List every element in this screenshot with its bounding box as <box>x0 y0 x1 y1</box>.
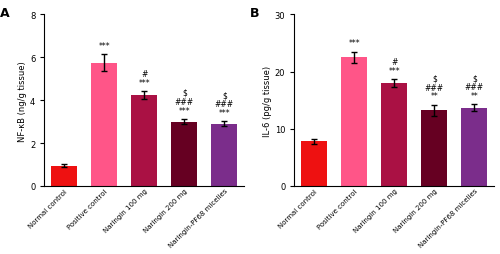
Text: ###: ### <box>215 100 234 108</box>
Text: #: # <box>391 58 398 67</box>
Text: **: ** <box>470 91 478 101</box>
Text: ***: *** <box>218 108 230 117</box>
Text: $: $ <box>472 74 477 83</box>
Text: ###: ### <box>465 83 484 92</box>
Bar <box>132 96 158 186</box>
Text: ###: ### <box>175 98 194 106</box>
Text: ***: *** <box>138 78 150 87</box>
Bar <box>462 108 487 186</box>
Text: $: $ <box>182 89 187 98</box>
Text: $: $ <box>432 74 437 83</box>
Text: ###: ### <box>425 83 444 92</box>
Text: B: B <box>250 7 260 20</box>
Y-axis label: IL-6 (pg/g tissue): IL-6 (pg/g tissue) <box>263 65 272 136</box>
Bar <box>172 122 198 186</box>
Text: ***: *** <box>348 39 360 48</box>
Bar <box>342 58 367 186</box>
Y-axis label: NF-κB (ng/g tissue): NF-κB (ng/g tissue) <box>18 60 27 141</box>
Text: ***: *** <box>178 106 190 115</box>
Bar <box>52 166 78 186</box>
Text: A: A <box>0 7 10 20</box>
Text: $: $ <box>222 91 227 100</box>
Bar <box>422 111 448 186</box>
Bar <box>212 124 238 186</box>
Text: **: ** <box>430 92 438 101</box>
Text: ***: *** <box>388 67 400 75</box>
Text: ***: *** <box>98 42 110 51</box>
Bar <box>382 84 407 186</box>
Text: #: # <box>141 69 148 78</box>
Bar <box>92 64 118 186</box>
Bar <box>302 142 328 186</box>
